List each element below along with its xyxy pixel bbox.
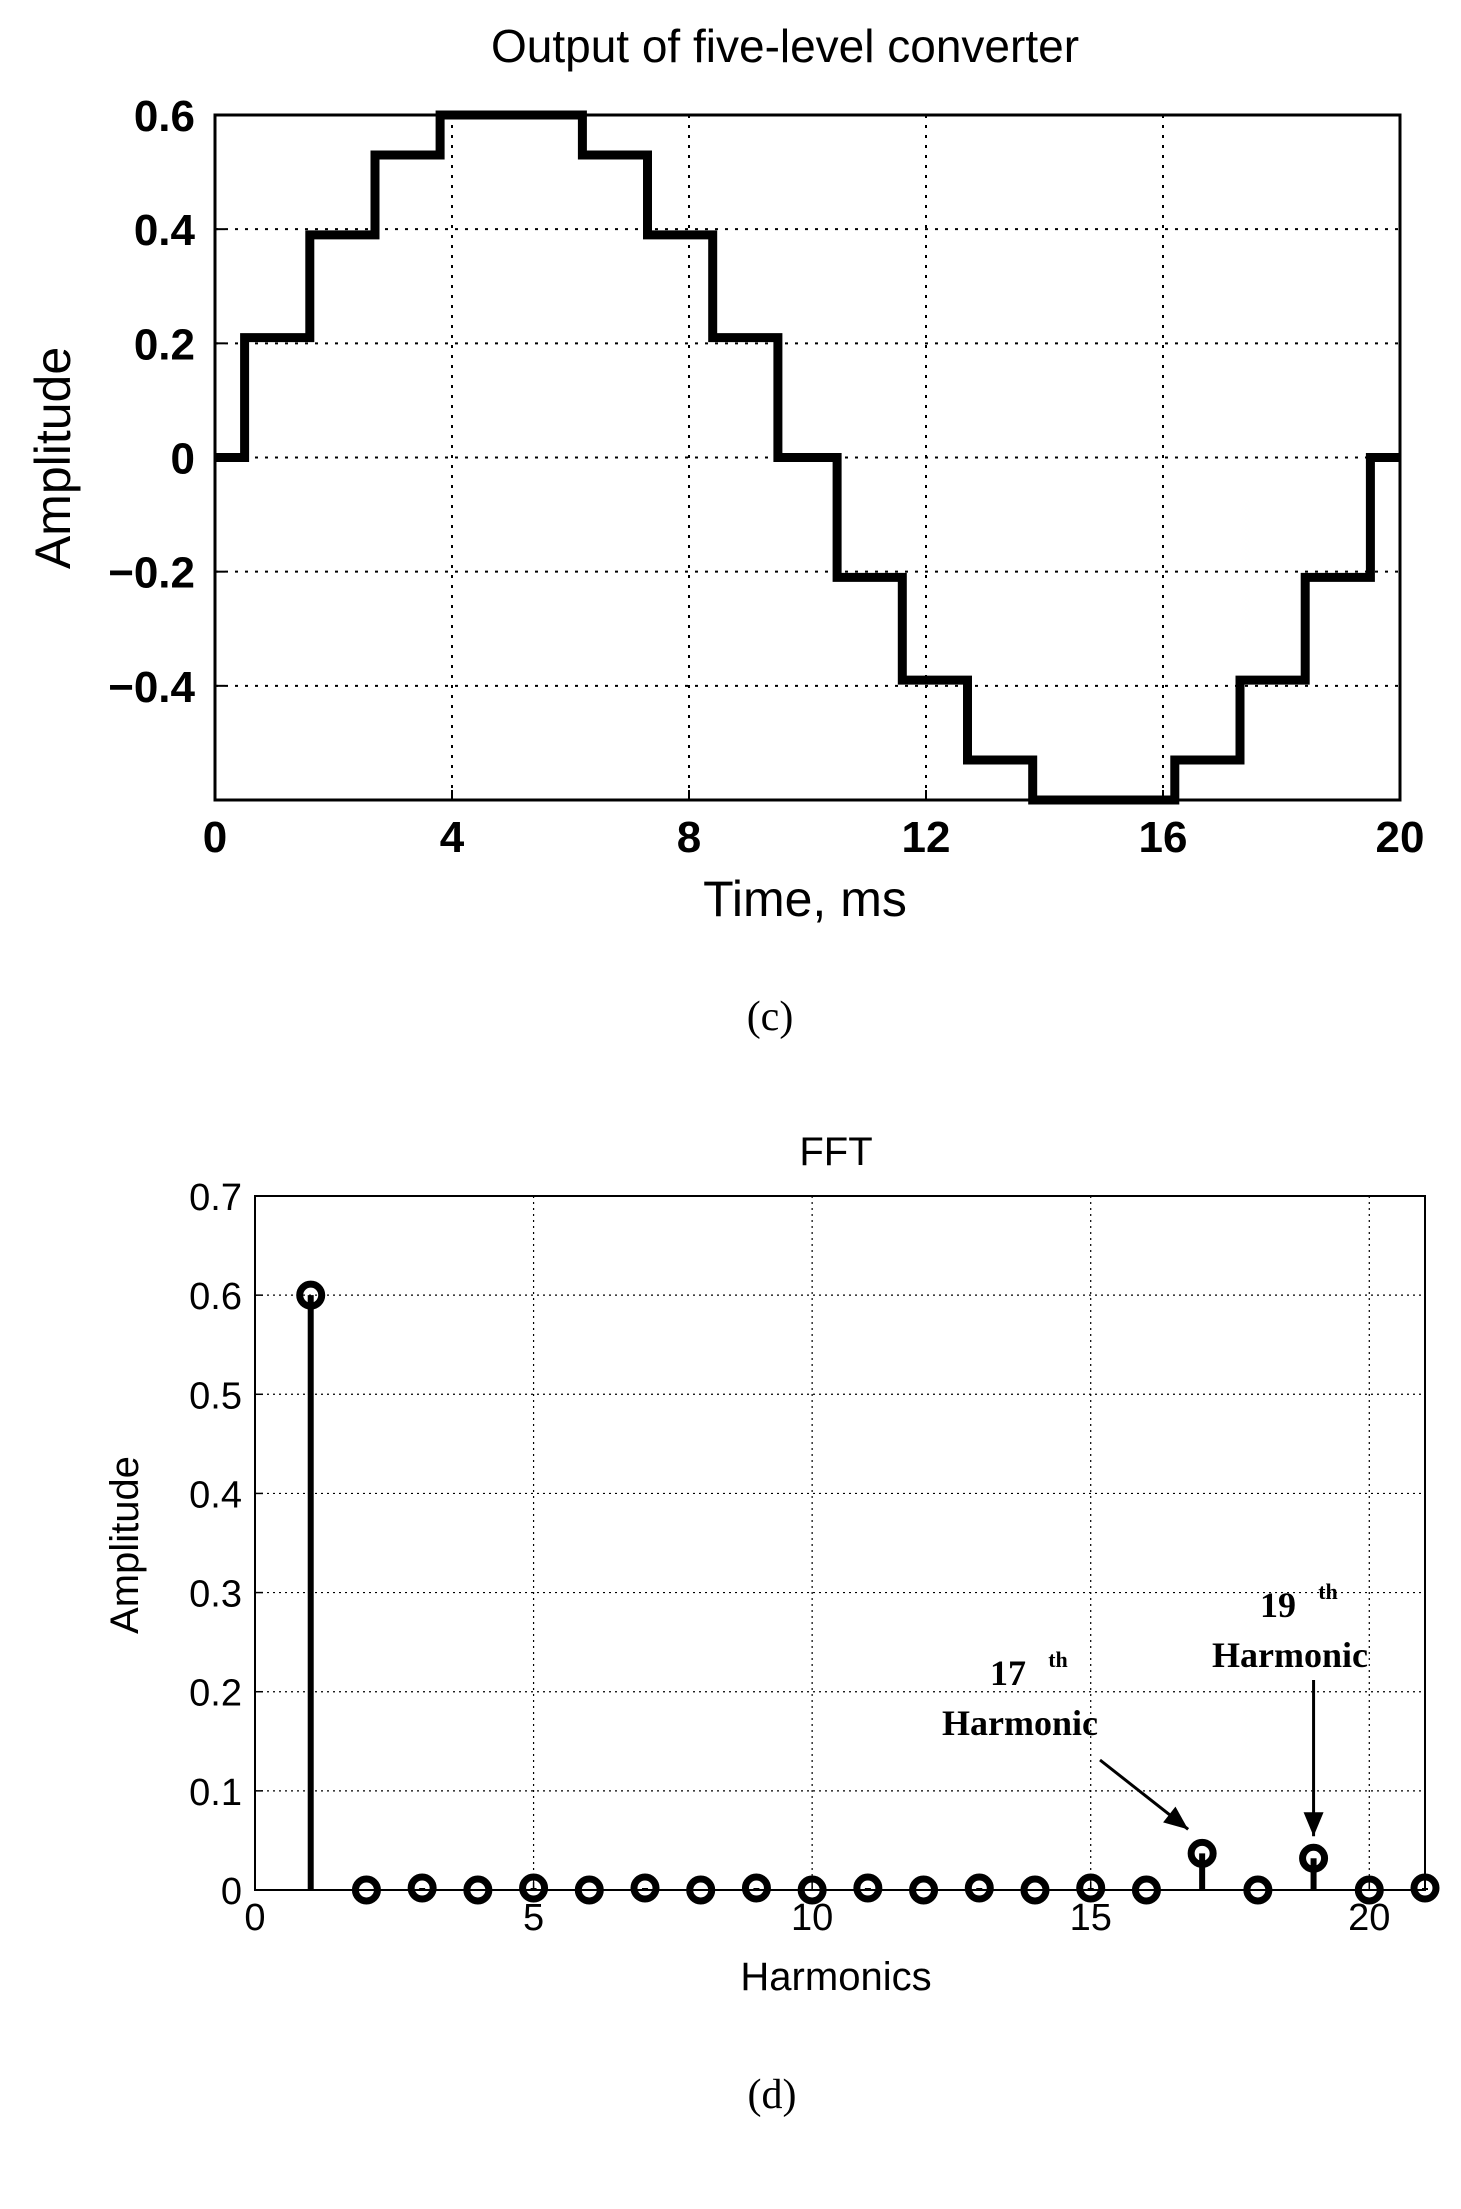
chart-d-stem-marker bbox=[1243, 1875, 1273, 1905]
chart-c-series-line bbox=[215, 110, 1400, 805]
chart-d-xlabel: Harmonics bbox=[740, 1955, 931, 1999]
chart-c-caption: (c) bbox=[747, 994, 794, 1040]
chart-c-x-ticks: 0 4 8 12 16 20 bbox=[203, 790, 1425, 862]
chart-d-ytick-label: 0.2 bbox=[189, 1673, 242, 1715]
chart-d-stem-marker bbox=[463, 1875, 493, 1905]
chart-d-annotations: 17 th Harmonic 19 th Harmonic bbox=[942, 1579, 1368, 1837]
chart-d-ytick-label: 0.3 bbox=[189, 1574, 242, 1616]
chart-c-ylabel: Amplitude bbox=[25, 347, 81, 569]
chart-d-plot-frame bbox=[254, 1195, 1426, 1891]
chart-c-xlabel: Time, ms bbox=[703, 871, 907, 927]
chart-c-xtick-label: 4 bbox=[440, 813, 465, 862]
chart-c-ytick-label: 0.6 bbox=[134, 92, 195, 141]
chart-d-ytick-label: 0.7 bbox=[189, 1177, 242, 1219]
chart-d-caption: (d) bbox=[748, 2072, 797, 2118]
chart-d-ytick-label: 0 bbox=[221, 1871, 242, 1913]
chart-d-xtick-label: 0 bbox=[244, 1897, 265, 1939]
chart-d-annotation-text: Harmonic bbox=[1212, 1635, 1368, 1675]
chart-d-grid bbox=[255, 1196, 1425, 1890]
chart-d-stem-marker bbox=[909, 1875, 939, 1905]
chart-c: Output of five-level converter 0.6 0.4 0.2… bbox=[25, 20, 1424, 1040]
chart-d-ytick-label: 0.5 bbox=[189, 1375, 242, 1417]
chart-d-annotation-number: 19 bbox=[1260, 1585, 1296, 1625]
chart-d-annotation-sup: th bbox=[1048, 1647, 1068, 1672]
chart-d-stem-marker bbox=[797, 1875, 827, 1905]
chart-c-xtick-label: 8 bbox=[677, 813, 701, 862]
chart-d-ylabel: Amplitude bbox=[103, 1456, 147, 1634]
chart-d-stem-marker bbox=[1187, 1838, 1217, 1868]
chart-d-ytick-label: 0.1 bbox=[189, 1772, 242, 1814]
chart-d-stem-marker bbox=[686, 1875, 716, 1905]
chart-d-stem-marker bbox=[1020, 1875, 1050, 1905]
chart-c-ytick-label: 0.2 bbox=[134, 320, 195, 369]
chart-d-xtick-label: 15 bbox=[1070, 1897, 1112, 1939]
chart-c-xtick-label: 16 bbox=[1139, 813, 1188, 862]
chart-c-title: Output of five-level converter bbox=[491, 20, 1079, 72]
chart-c-ytick-label: −0.2 bbox=[108, 549, 195, 598]
chart-d-y-ticks: 0.7 0.6 0.5 0.4 0.3 0.2 0.1 0 bbox=[189, 1177, 263, 1913]
chart-d-stem-marker bbox=[407, 1873, 437, 1903]
chart-d-annotation-text: Harmonic bbox=[942, 1703, 1098, 1743]
chart-d-ytick-label: 0.4 bbox=[189, 1474, 242, 1516]
chart-d-title: FFT bbox=[799, 1130, 872, 1174]
chart-d-stem-marker bbox=[964, 1873, 994, 1903]
chart-d-xtick-label: 5 bbox=[523, 1897, 544, 1939]
chart-d-ytick-label: 0.6 bbox=[189, 1276, 242, 1318]
chart-d-stem-marker bbox=[1410, 1873, 1440, 1903]
chart-d-stem-marker bbox=[351, 1875, 381, 1905]
chart-c-ytick-label: 0.4 bbox=[134, 206, 196, 255]
chart-d-annotation-arrowhead bbox=[1303, 1812, 1324, 1837]
chart-d-annotation-sup: th bbox=[1318, 1579, 1338, 1604]
chart-d-annotation-number: 17 bbox=[990, 1653, 1026, 1693]
chart-c-xtick-label: 20 bbox=[1376, 813, 1425, 862]
chart-c-y-ticks: 0.6 0.4 0.2 0 −0.2 −0.4 bbox=[108, 92, 225, 712]
chart-d-stem-marker bbox=[519, 1873, 549, 1903]
chart-d-stem-marker bbox=[630, 1873, 660, 1903]
chart-d-stem-marker bbox=[741, 1873, 771, 1903]
chart-d-stem-marker bbox=[853, 1873, 883, 1903]
chart-d-annotation-arrowhead bbox=[1163, 1806, 1189, 1830]
chart-d-stem-marker bbox=[296, 1280, 326, 1310]
chart-d-stem-marker bbox=[574, 1875, 604, 1905]
chart-d-stem-marker bbox=[1299, 1843, 1329, 1873]
chart-c-ytick-label: −0.4 bbox=[108, 663, 195, 712]
chart-d-stem-marker bbox=[1076, 1873, 1106, 1903]
chart-d-stem-marker bbox=[1354, 1875, 1384, 1905]
chart-c-xtick-label: 0 bbox=[203, 813, 227, 862]
chart-d-stem-marker bbox=[1131, 1875, 1161, 1905]
chart-c-ytick-label: 0 bbox=[171, 435, 195, 484]
chart-c-xtick-label: 12 bbox=[902, 813, 951, 862]
chart-d-stems bbox=[296, 1280, 1440, 1905]
